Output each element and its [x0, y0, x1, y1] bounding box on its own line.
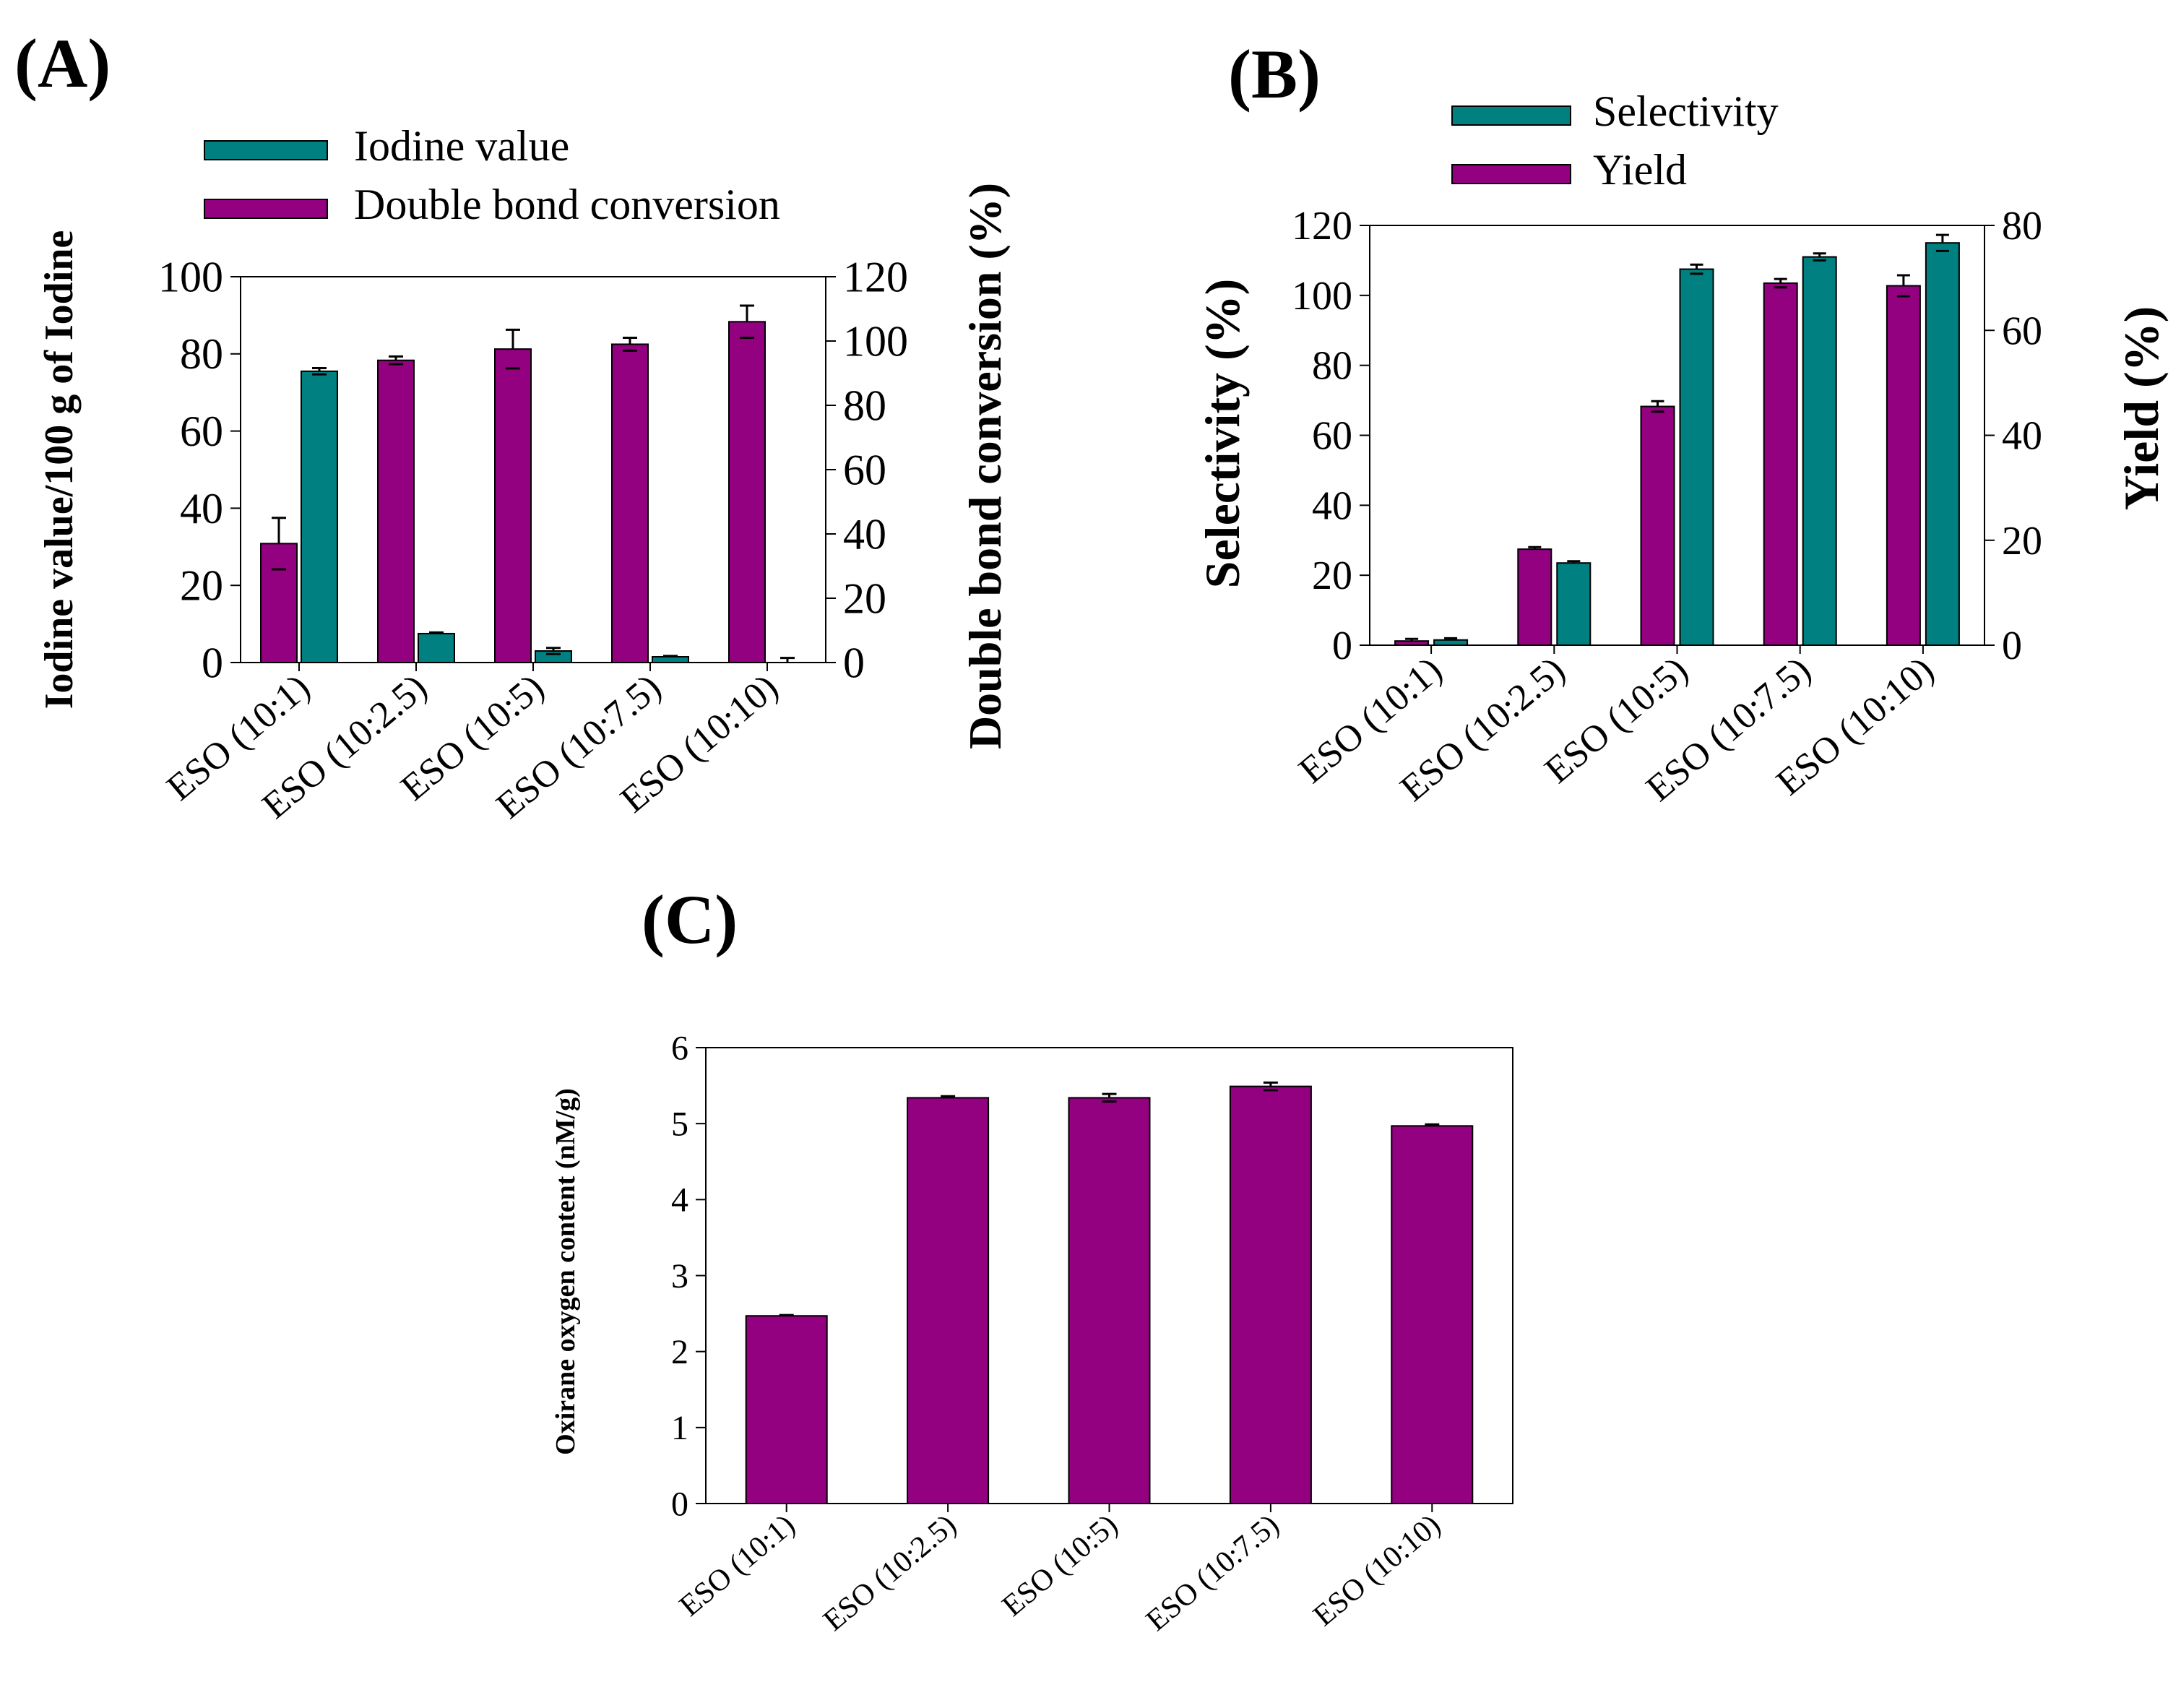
panel-c-axis-title: Oxirane oxygen content (nM/g) [550, 1088, 581, 1455]
panel-a-left-tick-label: 40 [180, 485, 223, 532]
panel-b-left-axis-title: Selectivity (%) [1195, 279, 1250, 589]
panel-b-left-tick-label: 20 [1312, 553, 1352, 598]
panel-a-bar-double-bond-conversion [260, 543, 298, 663]
legend-label-yield: Yield [1593, 146, 1687, 194]
panel-b-left-tick-label: 80 [1312, 344, 1352, 389]
legend-label-iodine-value: Iodine value [354, 122, 569, 170]
panel-b-left-tick-label: 100 [1292, 274, 1352, 319]
panel-c-bar-oxirane-oxygen-content [745, 1315, 828, 1504]
panel-a-right-tick-label: 80 [843, 381, 886, 429]
panel-a-right-tick-label: 0 [843, 639, 865, 686]
panel-b-right-tick-label: 0 [2002, 624, 2022, 668]
panel-b-right-tick-label: 20 [2002, 519, 2042, 564]
panel-b-bar-selectivity [1433, 639, 1469, 646]
panel-a-bar-double-bond-conversion [377, 359, 415, 663]
panel-a-bar-iodine-value [418, 632, 455, 664]
panel-c-left-tick-label: 6 [671, 1029, 688, 1067]
panel-b-bar-selectivity [1802, 256, 1837, 646]
panel-c-left-tick-label: 0 [671, 1485, 688, 1523]
legend-label-selectivity: Selectivity [1593, 87, 1779, 135]
panel-b-bar-selectivity [1556, 562, 1592, 646]
panel-b-right-tick-label: 40 [2002, 414, 2042, 459]
panel-a-label: (A) [14, 25, 111, 102]
panel-b-right-tick-label: 60 [2002, 309, 2042, 353]
panel-a-right-tick-label: 120 [843, 253, 908, 301]
panel-c-left-tick-label: 2 [671, 1333, 688, 1371]
panel-a-right-tick-label: 40 [843, 510, 886, 558]
panel-c-label: (C) [642, 881, 738, 958]
panel-a-legend: Iodine value Double bond conversion [204, 122, 780, 228]
panel-b-bar-yield [1517, 548, 1552, 646]
panel-c-x-tick-label: ESO (10:5) [996, 1508, 1124, 1623]
panel-a-right-tick-label: 20 [843, 574, 886, 622]
panel-c-left-tick-label: 3 [671, 1257, 688, 1295]
panel-b-bar-yield [1640, 405, 1675, 647]
legend-label-double-bond-conversion: Double bond conversion [354, 181, 780, 228]
panel-b-bar-selectivity [1679, 268, 1714, 647]
panel-c-x-tick-label: ESO (10:2.5) [817, 1508, 962, 1637]
panel-b-bar-yield [1394, 640, 1430, 647]
panel-a-bar-double-bond-conversion [494, 348, 532, 663]
panel-b-bar-yield [1886, 285, 1921, 646]
panel-c-left-tick-label: 4 [671, 1181, 688, 1220]
legend-swatch-selectivity [1451, 105, 1571, 126]
panel-b-label: (B) [1228, 35, 1321, 113]
panel-c-bar-oxirane-oxygen-content [1391, 1125, 1474, 1504]
panel-b-left-tick-label: 0 [1332, 624, 1352, 668]
panel-b-bar-yield [1763, 282, 1798, 646]
panel-a-bar-iodine-value [535, 650, 572, 663]
panel-a-left-tick-label: 0 [202, 639, 223, 686]
panel-b-right-axis-title: Yield (%) [2114, 306, 2169, 511]
panel-b-left-tick-label: 60 [1312, 414, 1352, 459]
legend-swatch-double-bond-conversion [204, 199, 328, 219]
panel-c-bar-oxirane-oxygen-content [907, 1097, 990, 1505]
panel-a-right-tick-label: 60 [843, 446, 886, 493]
panel-c-left-tick-label: 1 [671, 1409, 688, 1447]
panel-c-x-tick-label: ESO (10:1) [673, 1508, 801, 1623]
panel-a-bar-double-bond-conversion [728, 321, 766, 663]
panel-c-x-tick-label: ESO (10:10) [1308, 1508, 1447, 1632]
panel-c: (C) 0 1 2 3 4 5 6 ESO (10:1) ESO (10:2.5) ESO (10… [550, 881, 1513, 1638]
panel-b-legend: Selectivity Yield [1451, 87, 1779, 194]
panel-c-bar-oxirane-oxygen-content [1229, 1085, 1312, 1504]
panel-c-x-tick-label: ESO (10:7.5) [1140, 1508, 1285, 1637]
panel-c-bar-oxirane-oxygen-content [1068, 1097, 1151, 1505]
panel-b-bar-selectivity [1925, 242, 1960, 647]
panel-a-bar-double-bond-conversion [611, 343, 649, 663]
legend-swatch-yield [1451, 164, 1571, 184]
panel-b-left-tick-label: 120 [1292, 204, 1352, 249]
panel-c-left-tick-label: 5 [671, 1105, 688, 1143]
panel-a-bar-iodine-value [301, 370, 338, 664]
panel-a: (A) Iodine value Double bond conversion … [14, 25, 1011, 827]
panel-b-right-tick-label: 80 [2002, 204, 2042, 249]
panel-a-left-tick-label: 60 [180, 407, 223, 455]
panel-a-left-tick-label: 100 [158, 253, 223, 301]
panel-a-right-tick-label: 100 [843, 317, 908, 365]
panel-a-right-axis-title: Double bond conversion (%) [959, 183, 1011, 749]
panel-a-bar-iodine-value [652, 655, 689, 663]
panel-a-left-tick-label: 80 [180, 330, 223, 378]
panel-b: (B) Selectivity Yield 0 20 40 60 80 100 120 0 20… [1195, 35, 2169, 809]
panel-a-left-axis-title: Iodine value/100 g of Iodine [37, 230, 82, 709]
legend-swatch-iodine-value [204, 140, 328, 160]
panel-b-left-tick-label: 40 [1312, 483, 1352, 528]
panel-a-left-tick-label: 20 [180, 562, 223, 610]
